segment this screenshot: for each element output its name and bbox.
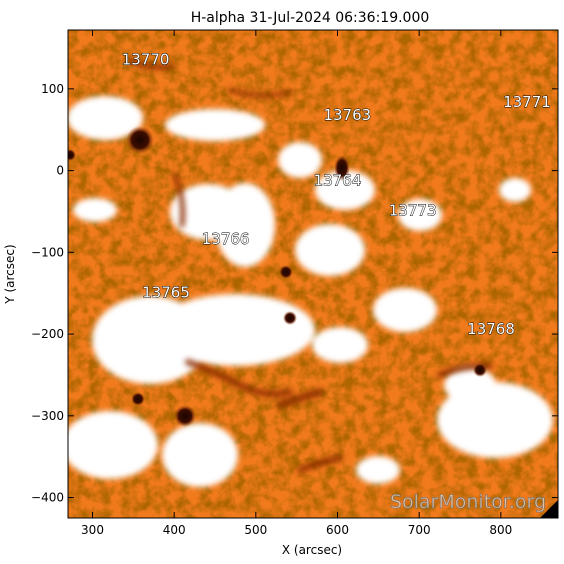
- x-tick-label: 300: [81, 523, 104, 537]
- y-axis: 100 0 −100 −200 −300 −400: [31, 82, 558, 505]
- x-tick-label: 400: [163, 523, 186, 537]
- y-tick-label: −300: [31, 409, 64, 423]
- sunspot: [68, 149, 76, 161]
- y-tick-label: −200: [31, 327, 64, 341]
- sunspots: [68, 126, 487, 427]
- sunspot: [131, 392, 145, 406]
- active-region-label: 13765: [142, 283, 190, 301]
- active-region-label: 13768: [467, 320, 515, 338]
- y-tick-label: 0: [56, 164, 64, 178]
- y-tick-label: −400: [31, 491, 64, 505]
- y-axis-label: Y (arcsec): [3, 244, 17, 304]
- x-axis-label: X (arcsec): [282, 543, 342, 557]
- x-tick-label: 600: [326, 523, 349, 537]
- sunspot: [126, 126, 154, 154]
- plot-area: 13770 13763 13771 13764 13773 13766 13765 13768…: [68, 30, 558, 518]
- y-tick-label: 100: [41, 82, 64, 96]
- plage-regions: [68, 96, 553, 487]
- active-region-label: 13763: [323, 106, 371, 124]
- plot-frame: [67, 29, 559, 519]
- active-region-label: 13764: [314, 171, 362, 189]
- x-tick-label: 700: [408, 523, 431, 537]
- sunspot: [174, 405, 196, 427]
- x-axis: 300 400 500 600 700 800: [81, 30, 512, 537]
- region-labels: 13770 13763 13771 13764 13773 13766 13765 13768: [121, 50, 551, 339]
- active-region-label: 13766: [202, 230, 250, 248]
- sunspot: [283, 311, 297, 325]
- y-tick-label: −100: [31, 245, 64, 259]
- x-tick-label: 500: [244, 523, 267, 537]
- active-region-label: 13773: [389, 202, 437, 220]
- sunspot: [473, 363, 487, 377]
- x-tick-label: 800: [489, 523, 512, 537]
- plot-title: H-alpha 31-Jul-2024 06:36:19.000: [191, 10, 430, 26]
- limb-corner: [540, 500, 558, 518]
- sunspot: [279, 265, 293, 279]
- active-region-label: 13771: [503, 93, 551, 111]
- watermark: SolarMonitor.org: [390, 491, 546, 513]
- active-region-label: 13770: [122, 50, 170, 68]
- sunspot: [334, 155, 350, 181]
- dark-filaments: [127, 57, 493, 473]
